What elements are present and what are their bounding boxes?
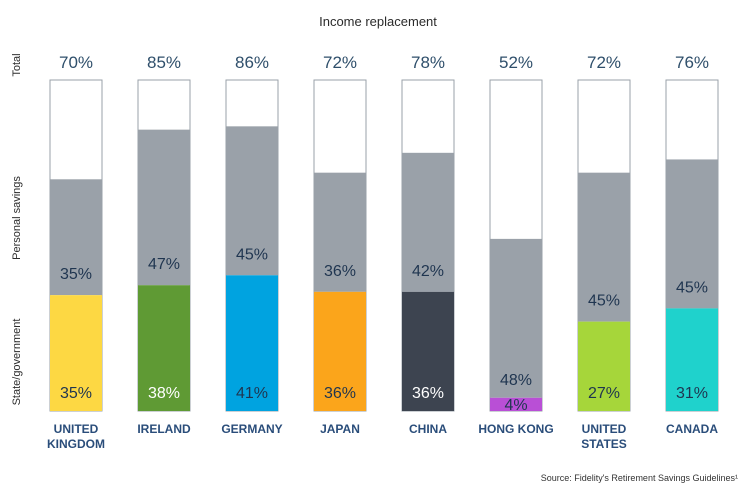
total-label: 85% — [147, 53, 181, 72]
category-label: JAPAN — [320, 422, 360, 436]
state-value-label: 36% — [412, 385, 444, 402]
state-value-label: 41% — [236, 385, 268, 402]
category-label: UNITED — [582, 422, 627, 436]
category-label: STATES — [581, 437, 627, 451]
chart-title: Income replacement — [319, 14, 437, 29]
total-label: 72% — [587, 53, 621, 72]
state-value-label: 4% — [504, 397, 527, 414]
personal-value-label: 35% — [60, 266, 92, 283]
personal-value-label: 45% — [588, 293, 620, 310]
category-label: CHINA — [409, 422, 447, 436]
state-value-label: 31% — [676, 385, 708, 402]
bar-segment-personal — [138, 129, 190, 286]
bar-segment-state — [490, 397, 542, 411]
side-label-personal: Personal savings — [11, 176, 23, 260]
total-label: 78% — [411, 53, 445, 72]
personal-value-label: 47% — [148, 256, 180, 273]
bar-segment-personal — [314, 172, 366, 292]
bar-segment-state — [666, 308, 718, 411]
bar-segment-state — [50, 295, 102, 411]
side-label-total: Total — [11, 53, 23, 76]
total-label: 70% — [59, 53, 93, 72]
state-value-label: 27% — [588, 385, 620, 402]
category-label: KINGDOM — [47, 437, 105, 451]
state-value-label: 35% — [60, 385, 92, 402]
total-label: 76% — [675, 53, 709, 72]
personal-value-label: 45% — [236, 246, 268, 263]
bar-segment-personal — [402, 152, 454, 292]
category-label: IRELAND — [137, 422, 191, 436]
bar-segment-personal — [226, 126, 278, 276]
source-note: Source: Fidelity's Retirement Savings Gu… — [541, 473, 738, 483]
total-label: 86% — [235, 53, 269, 72]
total-label: 72% — [323, 53, 357, 72]
state-value-label: 36% — [324, 385, 356, 402]
bar-segment-state — [226, 275, 278, 411]
bar-segment-state — [314, 291, 366, 411]
category-label: UNITED — [54, 422, 99, 436]
bar-segment-state — [578, 321, 630, 411]
bar-segment-state — [402, 291, 454, 411]
total-label: 52% — [499, 53, 533, 72]
personal-value-label: 42% — [412, 263, 444, 280]
category-label: HONG KONG — [478, 422, 553, 436]
personal-value-label: 36% — [324, 263, 356, 280]
bar-segment-state — [138, 285, 190, 411]
category-label: GERMANY — [221, 422, 282, 436]
category-label: CANADA — [666, 422, 718, 436]
bar-segment-personal — [666, 159, 718, 309]
bar-segment-personal — [50, 179, 102, 296]
personal-value-label: 45% — [676, 279, 708, 296]
side-label-state: State/government — [11, 319, 23, 406]
bar-segment-personal — [578, 172, 630, 322]
bar-segment-personal — [490, 238, 542, 398]
personal-value-label: 48% — [500, 372, 532, 389]
state-value-label: 38% — [148, 385, 180, 402]
